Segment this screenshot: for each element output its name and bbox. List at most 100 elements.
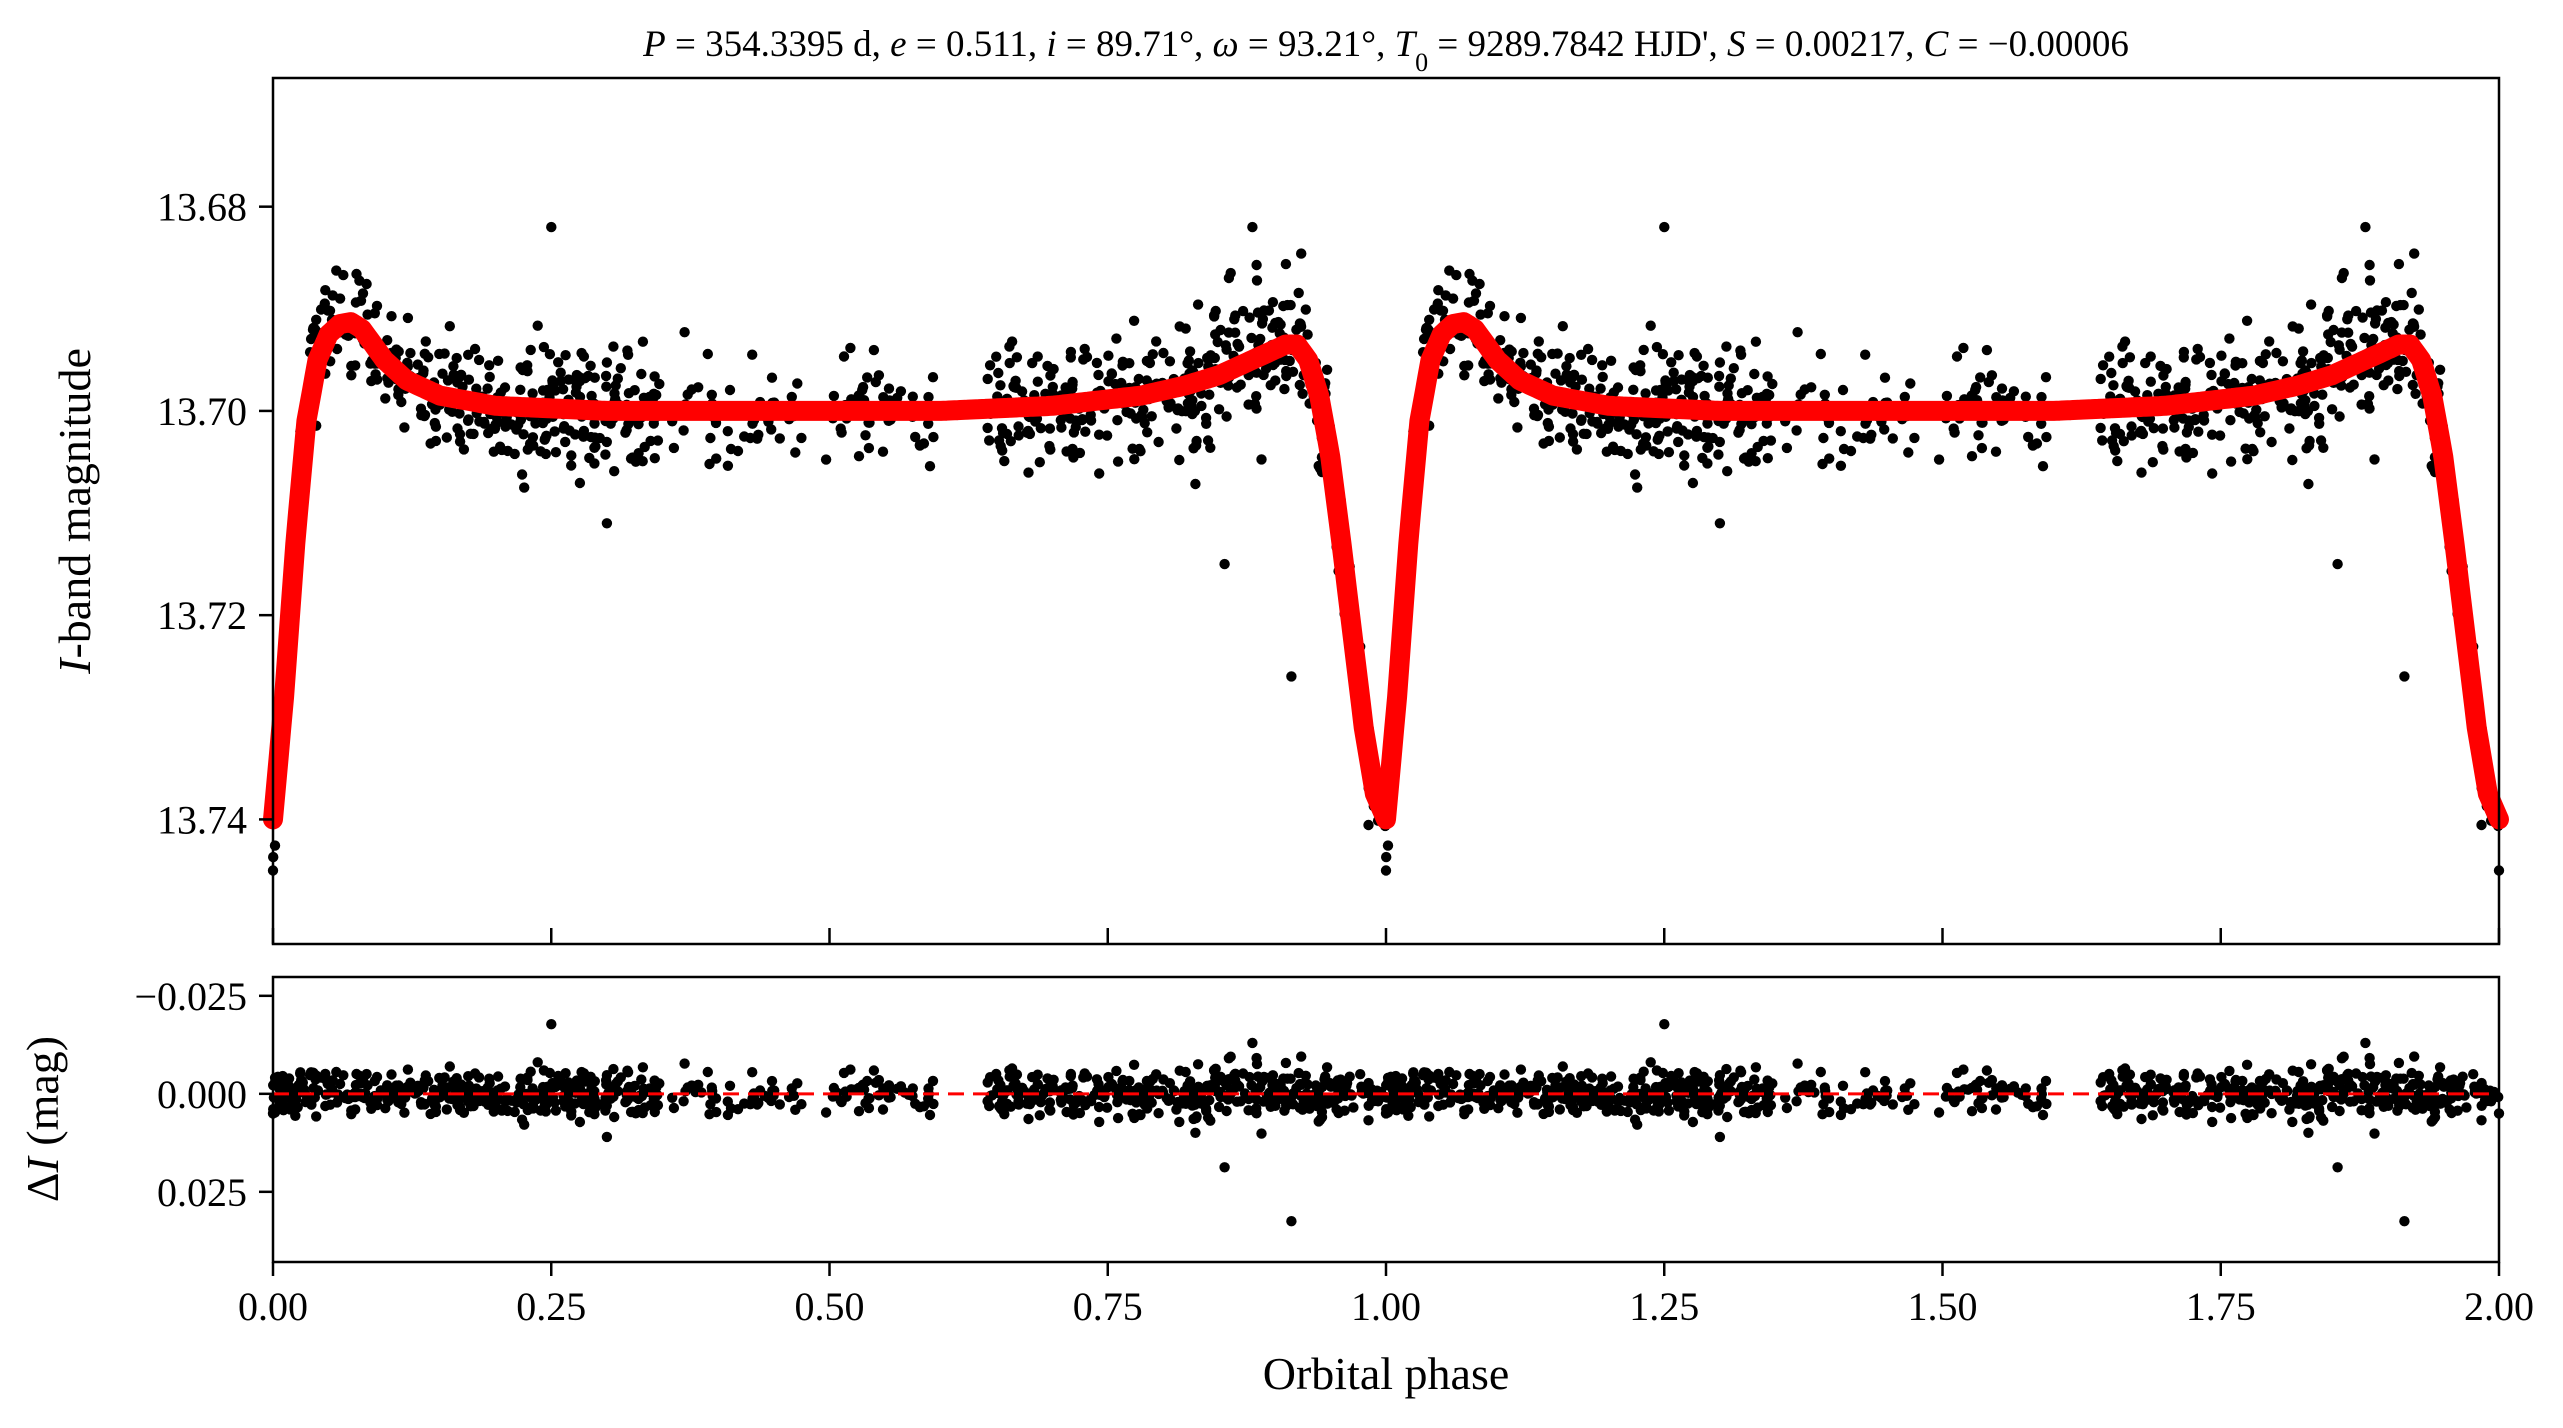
data-point xyxy=(863,442,875,454)
data-point xyxy=(1975,372,1986,383)
data-point xyxy=(1734,424,1745,436)
data-point xyxy=(2334,344,2345,355)
residual-point xyxy=(1881,1090,1892,1101)
residual-point xyxy=(553,1070,564,1082)
data-point xyxy=(2251,404,2262,415)
data-point xyxy=(420,336,431,347)
residual-point xyxy=(1951,1067,1963,1079)
data-point xyxy=(1531,365,1542,376)
residual-point xyxy=(2392,1105,2403,1116)
data-point xyxy=(1941,390,1953,402)
y-tick-label: 13.72 xyxy=(157,593,247,638)
residual-point xyxy=(2406,1067,2417,1079)
residual-point xyxy=(2190,1095,2201,1106)
residual-point xyxy=(768,1090,779,1101)
data-point xyxy=(1767,378,1778,390)
data-point xyxy=(2216,350,2227,361)
data-point xyxy=(553,357,564,368)
data-point xyxy=(447,406,458,417)
data-point xyxy=(1257,313,1269,325)
residual-point xyxy=(1824,1106,1835,1118)
data-point xyxy=(1629,469,1641,480)
residual-point xyxy=(1032,1079,1044,1090)
data-point xyxy=(999,455,1010,467)
residual-point xyxy=(1484,1071,1496,1083)
data-point xyxy=(1595,383,1606,394)
data-point xyxy=(1246,332,1257,344)
data-point xyxy=(1065,346,1077,358)
chart-title: P = 354.3395 d, e = 0.511, i = 89.71°, ω… xyxy=(642,24,2129,77)
data-point xyxy=(1560,406,1571,417)
data-point xyxy=(1171,423,1182,434)
data-point xyxy=(1970,381,1982,393)
data-point xyxy=(1475,309,1486,320)
data-point xyxy=(2108,380,2119,391)
data-point xyxy=(1662,426,1673,437)
residual-point xyxy=(468,1100,479,1112)
residual-point xyxy=(2178,1068,2190,1080)
data-point xyxy=(386,311,397,322)
data-point xyxy=(629,385,640,396)
residual-point xyxy=(786,1083,797,1094)
residual-point xyxy=(1077,1095,1088,1106)
data-point xyxy=(2325,336,2336,348)
residual-point xyxy=(1124,1075,1135,1087)
data-point xyxy=(1079,343,1090,355)
residual-point xyxy=(425,1108,436,1120)
residual-point xyxy=(463,1071,474,1082)
data-point xyxy=(1576,374,1588,385)
residual-point xyxy=(1434,1089,1445,1100)
data-point xyxy=(454,371,465,382)
residual-point xyxy=(1722,1111,1733,1123)
residual-point xyxy=(371,1071,383,1083)
data-point xyxy=(570,375,581,386)
data-point xyxy=(1091,357,1103,369)
residual-point xyxy=(622,1067,634,1078)
residual-point xyxy=(1355,1069,1366,1080)
data-point xyxy=(1723,380,1734,391)
data-point xyxy=(1887,433,1899,444)
data-point xyxy=(1232,338,1243,350)
residual-point xyxy=(583,1075,594,1086)
residual-point xyxy=(502,1105,513,1117)
residual-point xyxy=(1091,1074,1103,1085)
residual-point xyxy=(2336,1053,2348,1064)
data-point xyxy=(1464,268,1475,280)
residual-point xyxy=(1981,1065,1993,1076)
data-point xyxy=(1652,434,1663,445)
data-point xyxy=(652,435,664,446)
residual-point xyxy=(325,1099,336,1110)
residual-point xyxy=(574,1116,586,1128)
data-point xyxy=(2317,389,2328,400)
residual-point xyxy=(705,1099,716,1110)
data-point xyxy=(2476,819,2487,831)
residual-point xyxy=(539,1100,550,1112)
residual-point xyxy=(1815,1066,1827,1078)
residual-point xyxy=(1687,1116,1699,1128)
data-point xyxy=(2345,338,2356,350)
data-point xyxy=(574,391,586,403)
data-point xyxy=(706,389,717,400)
residual-point xyxy=(1714,1070,1726,1081)
residual-point xyxy=(1714,1131,1726,1143)
data-point xyxy=(1835,426,1847,437)
data-point xyxy=(590,441,601,452)
residual-point xyxy=(1531,1081,1542,1093)
data-point xyxy=(2117,357,2128,369)
residual-point xyxy=(2454,1077,2466,1089)
data-point xyxy=(2145,376,2156,387)
data-point xyxy=(513,419,524,430)
data-point xyxy=(2415,329,2426,340)
residual-point xyxy=(1628,1073,1639,1084)
data-point xyxy=(1286,671,1297,682)
data-point xyxy=(877,446,889,457)
residual-point xyxy=(679,1058,690,1069)
data-point xyxy=(1564,352,1575,364)
residual-point xyxy=(2206,1101,2218,1113)
residual-point xyxy=(2147,1110,2158,1121)
residual-point xyxy=(532,1057,543,1068)
data-point xyxy=(549,426,560,437)
data-point xyxy=(1762,371,1773,382)
data-point xyxy=(725,443,737,455)
residual-point xyxy=(1321,1062,1333,1073)
